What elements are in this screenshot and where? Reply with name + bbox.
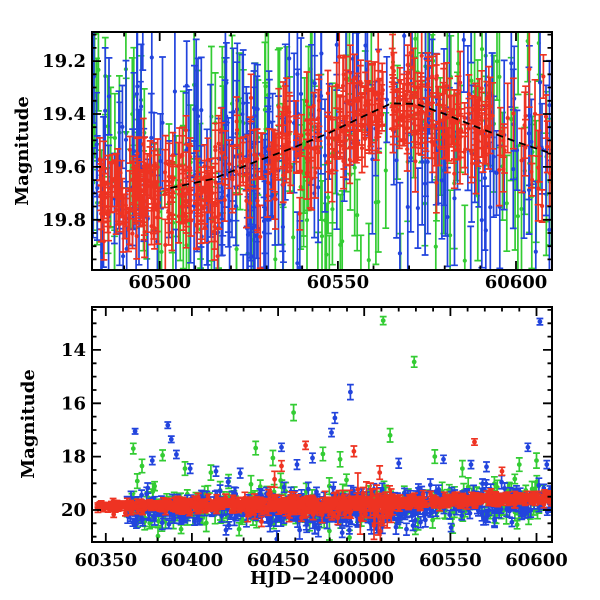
bottom-y-tick-label: 18 [61, 447, 86, 468]
top-x-tick-label: 60550 [307, 272, 370, 293]
top-data-area [92, 32, 552, 270]
bottom-y-tick-label: 14 [61, 340, 86, 361]
top-x-tick-label: 60500 [128, 272, 191, 293]
top-x-tick-label: 60600 [485, 272, 548, 293]
bottom-x-tick-label: 60600 [505, 550, 568, 571]
bottom-y-tick-label: 16 [61, 393, 86, 414]
bottom-red-points [95, 439, 552, 534]
mean-trend-dashed-curve [170, 102, 552, 189]
bottom-x-axis-title: HJD−2400000 [250, 568, 394, 589]
top-y-tick-label: 19.8 [42, 210, 86, 231]
bottom-y-tick-label: 20 [61, 500, 86, 521]
top-y-tick-label: 19.2 [42, 51, 86, 72]
bottom-frame [91, 306, 553, 543]
bottom-x-tick-label: 60550 [419, 550, 482, 571]
bottom-y-axis-title: Magnitude [18, 369, 39, 479]
bottom-x-tick-label: 60450 [247, 550, 310, 571]
bottom-x-tick-label: 60400 [161, 550, 224, 571]
bottom-ticks [92, 307, 552, 542]
top-y-tick-label: 19.4 [42, 104, 86, 125]
bottom-x-tick-label: 60350 [74, 550, 137, 571]
bottom-data-area [94, 315, 552, 542]
bottom-x-tick-label: 60500 [333, 550, 396, 571]
bottom-axes: 60350 60400 60450 60500 60550 60600 14 16 18 20 Ma… [18, 306, 568, 589]
top-ticks [92, 32, 552, 270]
top-y-axis-title: Magnitude [12, 96, 33, 206]
top-y-tick-label: 19.6 [42, 157, 86, 178]
top-axes: 60500 60550 60600 19.2 19.4 19.6 19.8 Magnitude [12, 31, 553, 293]
top-frame [91, 31, 553, 271]
